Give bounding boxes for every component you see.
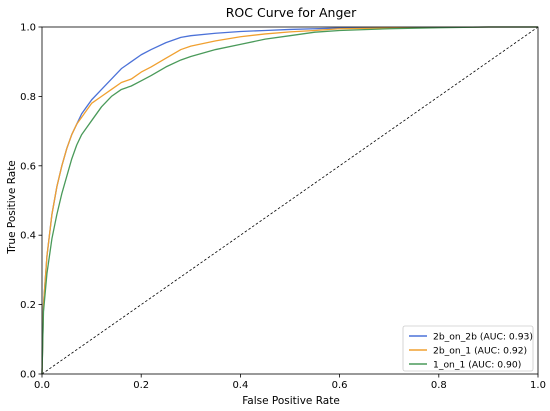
series-line-2b-on-1	[41, 26, 538, 375]
series-line-1-on-1	[41, 26, 538, 375]
legend: 2b_on_2b (AUC: 0.93) 2b_on_1 (AUC: 0.92)…	[402, 325, 534, 372]
x-tick-label: 0.0	[34, 380, 50, 391]
x-axis-label: False Positive Rate	[242, 395, 340, 407]
x-tick-label: 1.0	[530, 380, 546, 391]
y-tick-label: 0.6	[20, 161, 36, 172]
y-tick-label: 0.4	[20, 231, 36, 242]
y-tick-label: 0.8	[20, 92, 36, 103]
plot-frame	[41, 26, 539, 375]
y-tick-label: 0.0	[20, 370, 36, 381]
legend-label-1-on-1: 1_on_1 (AUC: 0.90)	[433, 360, 521, 371]
axis-ticks: 0.0 0.2 0.4 0.6 0.8 1.0 0.0 0.2 0.4 0.6 0.8 1.0	[20, 23, 546, 392]
y-tick-label: 1.0	[20, 23, 36, 34]
legend-box	[402, 325, 534, 372]
legend-label-2b-on-2b: 2b_on_2b (AUC: 0.93)	[433, 332, 533, 343]
legend-label-2b-on-1: 2b_on_1 (AUC: 0.92)	[433, 346, 527, 357]
y-axis-label: True Positive Rate	[6, 160, 18, 255]
diagonal-reference-line	[41, 26, 539, 375]
y-tick-label: 0.2	[20, 300, 36, 311]
chart-title: ROC Curve for Anger	[226, 5, 357, 20]
x-tick-label: 0.6	[332, 380, 348, 391]
x-tick-label: 0.8	[431, 380, 447, 391]
plot-area	[41, 26, 539, 375]
x-tick-label: 0.2	[133, 380, 149, 391]
x-tick-label: 0.4	[232, 380, 248, 391]
